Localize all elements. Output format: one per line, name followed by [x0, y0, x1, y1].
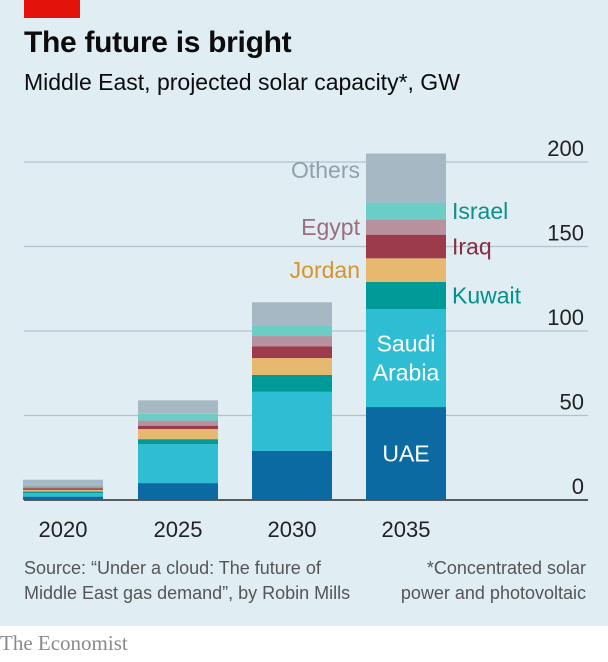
bar-2020-saudi-arabia — [23, 493, 103, 497]
bar-2025-jordan — [138, 429, 218, 440]
footnote-line-1: *Concentrated solar — [426, 558, 586, 578]
bar-2035-israel — [366, 202, 446, 220]
footnote: *Concentrated solar power and photovolta… — [356, 556, 586, 606]
bar-2020-jordan — [23, 489, 103, 492]
source-note: Source: “Under a cloud: The future of Mi… — [24, 556, 374, 606]
bar-2020-israel — [23, 484, 103, 487]
bar-2025-egypt — [138, 420, 218, 426]
series-label-israel: Israel — [452, 198, 508, 224]
bar-2035-kuwait — [366, 281, 446, 310]
bar-2025-kuwait — [138, 439, 218, 445]
x-tick-2030: 2030 — [268, 517, 317, 542]
bar-2035-uae — [366, 407, 446, 500]
bar-2025-saudi-arabia — [138, 444, 218, 484]
x-tick-2035: 2035 — [382, 517, 431, 542]
bar-2025-israel — [138, 413, 218, 421]
stacked-bar-chart: UAE Saudi Arabia Kuwait Jordan Iraq Egypt Israe… — [23, 136, 588, 542]
bar-2035-saudi-arabia — [366, 309, 446, 408]
chart-title: The future is bright — [24, 26, 292, 59]
bar-2035-egypt — [366, 219, 446, 235]
series-label-egypt: Egypt — [301, 214, 360, 240]
bar-2035-iraq — [366, 234, 446, 259]
x-tick-2020: 2020 — [39, 517, 88, 542]
bar-2025-uae — [138, 483, 218, 500]
y-tick-100: 100 — [547, 305, 584, 330]
bar-2030-kuwait — [252, 374, 332, 392]
chart-subtitle: Middle East, projected solar capacity*, … — [24, 69, 460, 95]
y-tick-0: 0 — [572, 474, 584, 499]
bar-2035-others — [366, 153, 446, 203]
brand-red-tab — [24, 0, 80, 18]
bar-2025-others — [138, 400, 218, 414]
series-label-iraq: Iraq — [452, 234, 492, 260]
source-line-2: Middle East gas demand”, by Robin Mills — [24, 583, 351, 603]
series-label-uae: UAE — [382, 441, 429, 467]
source-line-1: Source: “Under a cloud: The future of — [24, 558, 321, 578]
bar-2020-others — [23, 479, 103, 485]
y-tick-200: 200 — [547, 136, 584, 161]
bar-2020-uae — [23, 496, 103, 500]
bar-2030-others — [252, 302, 332, 326]
bar-2030-israel — [252, 325, 332, 337]
series-label-saudi-arabia-1: Saudi — [377, 331, 436, 357]
series-label-jordan: Jordan — [290, 257, 360, 283]
series-label-others: Others — [291, 157, 360, 183]
series-label-kuwait: Kuwait — [452, 283, 522, 309]
bar-2030-uae — [252, 450, 332, 500]
bar-2030-saudi-arabia — [252, 391, 332, 451]
bar-2035-jordan — [366, 258, 446, 282]
bar-2020-kuwait — [23, 491, 103, 494]
y-tick-50: 50 — [560, 390, 584, 415]
bar-2020-egypt — [23, 486, 103, 489]
brand-wordmark: The Economist — [0, 631, 128, 655]
y-tick-150: 150 — [547, 221, 584, 246]
bar-2030-egypt — [252, 336, 332, 347]
bar-2020-iraq — [23, 488, 103, 490]
footnote-line-2: power and photovoltaic — [400, 583, 586, 603]
bar-2025-iraq — [138, 425, 218, 430]
series-label-saudi-arabia-2: Arabia — [373, 360, 440, 386]
bar-2030-iraq — [252, 346, 332, 359]
bar-2030-jordan — [252, 358, 332, 375]
x-tick-2025: 2025 — [154, 517, 203, 542]
